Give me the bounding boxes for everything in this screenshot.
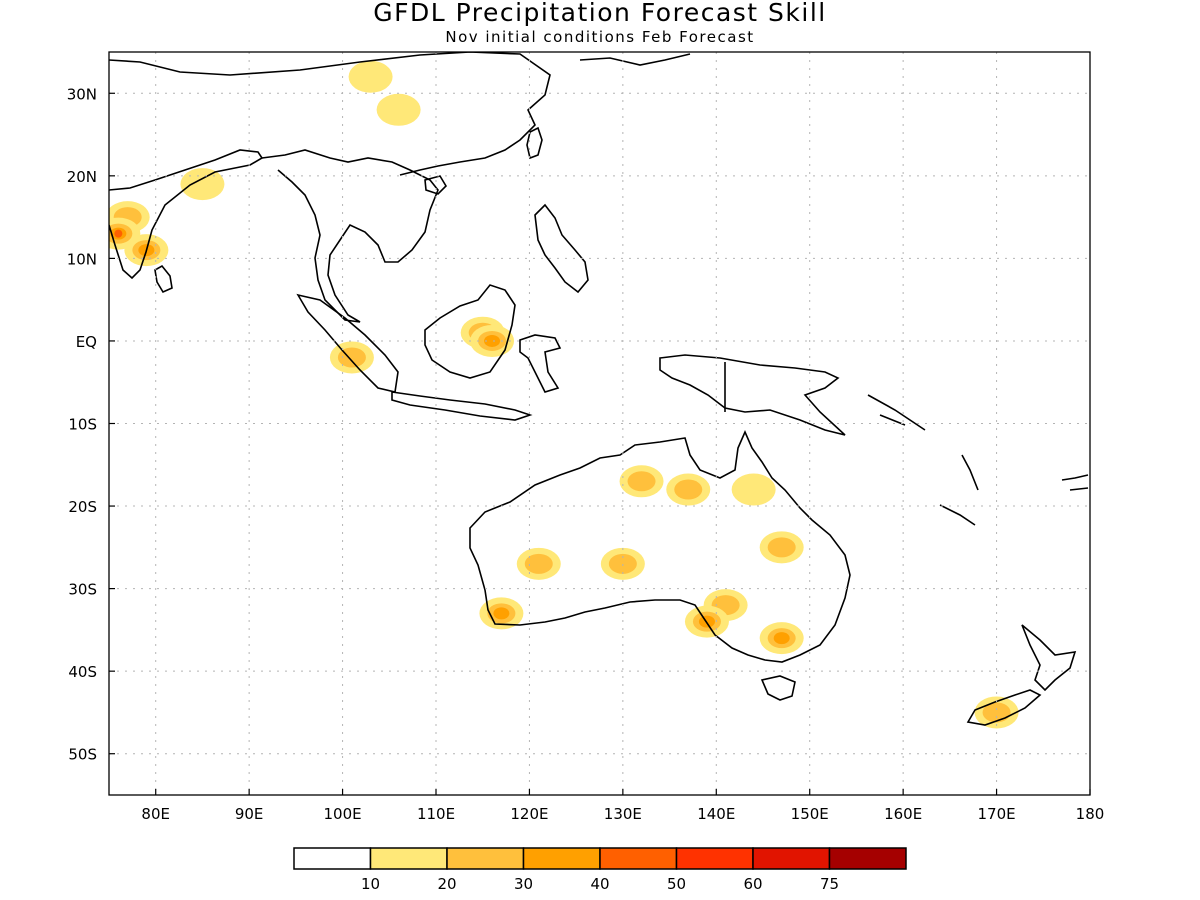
coastline-hainan [424, 175, 448, 195]
lon-tick-label: 90E [235, 805, 264, 823]
skill-region [731, 473, 776, 506]
coastline-australia [469, 430, 851, 663]
colorbar-label: 30 [514, 875, 533, 893]
lat-tick-label: 50S [68, 746, 97, 764]
colorbar-swatch [522, 847, 601, 870]
lat-tick-label: 30S [68, 581, 97, 599]
colorbar-swatch [369, 847, 448, 870]
colorbar-swatch [752, 847, 831, 870]
colorbar-label: 75 [820, 875, 839, 893]
colorbar: 10 20 30 40 50 60 75 [293, 847, 907, 893]
lon-tick-label: 80E [141, 805, 170, 823]
coastline-new-guinea [659, 354, 846, 436]
colorbar-label: 40 [590, 875, 609, 893]
coastline-sri-lanka [154, 264, 173, 294]
colorbar-swatch [446, 847, 525, 870]
coastline-japan [579, 53, 691, 66]
skill-region-peak [773, 632, 790, 645]
coastline-fiji [1061, 474, 1089, 491]
skill-region-core [524, 553, 553, 574]
coastline-java [391, 391, 533, 421]
colorbar-swatch [828, 847, 907, 870]
coastline-sulawesi [519, 334, 562, 393]
lon-tick-label: 100E [324, 805, 362, 823]
lon-tick-label: 180 [1076, 805, 1105, 823]
skill-region-core [982, 702, 1011, 723]
lon-tick-label: 160E [884, 805, 922, 823]
lat-tick-label: 20S [68, 498, 97, 516]
lat-tick-label: 40S [68, 663, 97, 681]
map-subtitle: Nov initial conditions Feb Forecast [445, 28, 755, 46]
colorbar-label: 20 [437, 875, 456, 893]
coastline-east-asia [109, 52, 551, 176]
coastline-philippines [534, 203, 589, 294]
skill-region [180, 168, 225, 201]
lon-tick-label: 130E [604, 805, 642, 823]
axis-ticks: 80E 90E 100E 110E 120E 130E 140E 150E 160E 170E 18… [67, 85, 1105, 823]
lat-tick-label: 10N [67, 250, 97, 268]
skill-region [348, 60, 393, 93]
lat-tick-label: EQ [76, 333, 97, 351]
skill-region-peak [484, 334, 501, 347]
gridlines [109, 52, 1090, 795]
lat-tick-label: 20N [67, 168, 97, 186]
colorbar-label: 50 [667, 875, 686, 893]
colorbar-swatch [675, 847, 754, 870]
skill-region-peak [493, 607, 510, 620]
lon-tick-label: 170E [978, 805, 1016, 823]
skill-region-max [114, 229, 123, 238]
coastline-indochina [261, 149, 439, 323]
lon-tick-label: 110E [417, 805, 455, 823]
skill-region-core [674, 479, 703, 500]
coastline-tasmania [760, 675, 796, 701]
colorbar-swatch [293, 847, 372, 870]
coastline-solomon-islands [867, 394, 926, 431]
coastline-taiwan [526, 126, 543, 160]
lon-tick-label: 120E [510, 805, 548, 823]
colorbar-label: 10 [361, 875, 380, 893]
coastline-borneo [424, 284, 516, 379]
colorbar-swatch [599, 847, 678, 870]
lat-tick-label: 30N [67, 85, 97, 103]
lon-tick-label: 150E [791, 805, 829, 823]
coastline-new-caledonia [939, 504, 976, 526]
coastline-nz-south [966, 689, 1042, 726]
coastline-nz-north [1021, 624, 1077, 692]
map-title: GFDL Precipitation Forecast Skill [373, 0, 827, 27]
skill-region-core [627, 471, 656, 492]
coastline-india [109, 149, 264, 280]
skill-shading-layer [109, 60, 1019, 729]
skill-region-core [767, 537, 796, 558]
colorbar-label: 60 [743, 875, 762, 893]
skill-region [376, 93, 421, 126]
coastline-layer [109, 52, 1089, 726]
coastline-vanuatu [961, 454, 979, 491]
skill-region-core [608, 553, 637, 574]
lon-tick-label: 140E [697, 805, 735, 823]
lat-tick-label: 10S [68, 416, 97, 434]
